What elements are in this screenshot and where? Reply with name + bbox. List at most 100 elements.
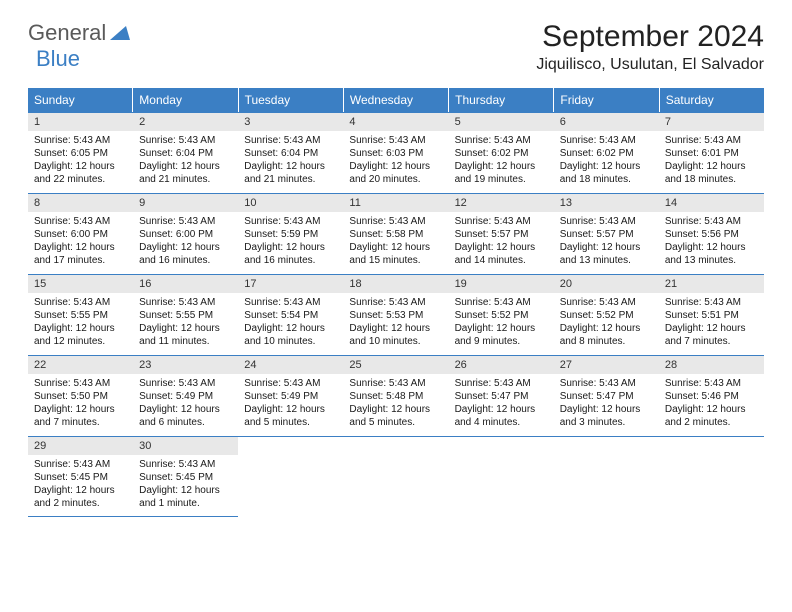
cell-body: Sunrise: 5:43 AMSunset: 5:56 PMDaylight:… (659, 212, 764, 273)
calendar-cell: 24Sunrise: 5:43 AMSunset: 5:49 PMDayligh… (238, 356, 343, 436)
daylight-text: Daylight: 12 hours (34, 160, 127, 173)
cell-body: Sunrise: 5:43 AMSunset: 6:02 PMDaylight:… (449, 131, 554, 192)
daylight-text: Daylight: 12 hours (349, 322, 442, 335)
daylight-text: Daylight: 12 hours (34, 403, 127, 416)
sunset-text: Sunset: 5:53 PM (349, 309, 442, 322)
sunset-text: Sunset: 5:47 PM (455, 390, 548, 403)
sunrise-text: Sunrise: 5:43 AM (244, 377, 337, 390)
daylight-text: and 16 minutes. (139, 254, 232, 267)
daylight-text: Daylight: 12 hours (34, 241, 127, 254)
calendar-cell: 8Sunrise: 5:43 AMSunset: 6:00 PMDaylight… (28, 194, 133, 274)
title-block: September 2024 Jiquilisco, Usulutan, El … (536, 20, 764, 74)
sunset-text: Sunset: 5:56 PM (665, 228, 758, 241)
calendar-cell: 21Sunrise: 5:43 AMSunset: 5:51 PMDayligh… (659, 275, 764, 355)
sunset-text: Sunset: 6:02 PM (560, 147, 653, 160)
sunset-text: Sunset: 5:57 PM (455, 228, 548, 241)
cell-body: Sunrise: 5:43 AMSunset: 5:59 PMDaylight:… (238, 212, 343, 273)
daylight-text: and 2 minutes. (34, 497, 127, 510)
day-number: 11 (343, 194, 448, 212)
sunrise-text: Sunrise: 5:43 AM (34, 377, 127, 390)
daylight-text: and 17 minutes. (34, 254, 127, 267)
calendar-cell: 16Sunrise: 5:43 AMSunset: 5:55 PMDayligh… (133, 275, 238, 355)
sunrise-text: Sunrise: 5:43 AM (139, 134, 232, 147)
cell-body: Sunrise: 5:43 AMSunset: 5:55 PMDaylight:… (28, 293, 133, 354)
sunrise-text: Sunrise: 5:43 AM (244, 296, 337, 309)
sunset-text: Sunset: 5:45 PM (34, 471, 127, 484)
sunset-text: Sunset: 5:47 PM (560, 390, 653, 403)
daylight-text: Daylight: 12 hours (244, 160, 337, 173)
day-number: 30 (133, 437, 238, 455)
daylight-text: Daylight: 12 hours (455, 241, 548, 254)
sunset-text: Sunset: 6:02 PM (455, 147, 548, 160)
day-number: 5 (449, 113, 554, 131)
daylight-text: and 5 minutes. (244, 416, 337, 429)
day-header-row: Sunday Monday Tuesday Wednesday Thursday… (28, 88, 764, 112)
calendar-cell: 22Sunrise: 5:43 AMSunset: 5:50 PMDayligh… (28, 356, 133, 436)
daylight-text: and 20 minutes. (349, 173, 442, 186)
sunrise-text: Sunrise: 5:43 AM (34, 458, 127, 471)
cell-body: Sunrise: 5:43 AMSunset: 6:00 PMDaylight:… (28, 212, 133, 273)
week-row: 22Sunrise: 5:43 AMSunset: 5:50 PMDayligh… (28, 355, 764, 436)
sunrise-text: Sunrise: 5:43 AM (455, 134, 548, 147)
logo-triangle-icon (110, 20, 130, 46)
cell-body: Sunrise: 5:43 AMSunset: 5:52 PMDaylight:… (554, 293, 659, 354)
calendar-cell: 12Sunrise: 5:43 AMSunset: 5:57 PMDayligh… (449, 194, 554, 274)
calendar-cell: 9Sunrise: 5:43 AMSunset: 6:00 PMDaylight… (133, 194, 238, 274)
calendar-cell: 2Sunrise: 5:43 AMSunset: 6:04 PMDaylight… (133, 113, 238, 193)
daylight-text: Daylight: 12 hours (455, 160, 548, 173)
sunset-text: Sunset: 5:52 PM (455, 309, 548, 322)
week-row: 8Sunrise: 5:43 AMSunset: 6:00 PMDaylight… (28, 193, 764, 274)
daylight-text: Daylight: 12 hours (139, 241, 232, 254)
daylight-text: and 7 minutes. (665, 335, 758, 348)
sunset-text: Sunset: 5:55 PM (139, 309, 232, 322)
sunrise-text: Sunrise: 5:43 AM (349, 215, 442, 228)
calendar-cell: 27Sunrise: 5:43 AMSunset: 5:47 PMDayligh… (554, 356, 659, 436)
sunrise-text: Sunrise: 5:43 AM (244, 134, 337, 147)
daylight-text: Daylight: 12 hours (139, 484, 232, 497)
cell-body: Sunrise: 5:43 AMSunset: 5:55 PMDaylight:… (133, 293, 238, 354)
daylight-text: and 15 minutes. (349, 254, 442, 267)
calendar-cell (659, 437, 764, 517)
day-number: 21 (659, 275, 764, 293)
daylight-text: and 14 minutes. (455, 254, 548, 267)
daylight-text: Daylight: 12 hours (455, 322, 548, 335)
dayhead-mon: Monday (133, 88, 238, 112)
daylight-text: and 18 minutes. (665, 173, 758, 186)
day-number: 16 (133, 275, 238, 293)
sunset-text: Sunset: 5:49 PM (139, 390, 232, 403)
day-number: 13 (554, 194, 659, 212)
daylight-text: and 22 minutes. (34, 173, 127, 186)
week-row: 1Sunrise: 5:43 AMSunset: 6:05 PMDaylight… (28, 112, 764, 193)
calendar-cell: 13Sunrise: 5:43 AMSunset: 5:57 PMDayligh… (554, 194, 659, 274)
week-row: 29Sunrise: 5:43 AMSunset: 5:45 PMDayligh… (28, 436, 764, 517)
sunset-text: Sunset: 5:59 PM (244, 228, 337, 241)
calendar-cell: 20Sunrise: 5:43 AMSunset: 5:52 PMDayligh… (554, 275, 659, 355)
day-number: 9 (133, 194, 238, 212)
day-number: 20 (554, 275, 659, 293)
cell-body: Sunrise: 5:43 AMSunset: 6:04 PMDaylight:… (238, 131, 343, 192)
calendar-cell: 15Sunrise: 5:43 AMSunset: 5:55 PMDayligh… (28, 275, 133, 355)
daylight-text: Daylight: 12 hours (244, 322, 337, 335)
sunset-text: Sunset: 5:50 PM (34, 390, 127, 403)
calendar-cell: 5Sunrise: 5:43 AMSunset: 6:02 PMDaylight… (449, 113, 554, 193)
daylight-text: Daylight: 12 hours (349, 403, 442, 416)
calendar-cell (343, 437, 448, 517)
day-number: 27 (554, 356, 659, 374)
sunrise-text: Sunrise: 5:43 AM (349, 377, 442, 390)
dayhead-sun: Sunday (28, 88, 133, 112)
logo: General (28, 20, 130, 46)
daylight-text: and 2 minutes. (665, 416, 758, 429)
cell-body: Sunrise: 5:43 AMSunset: 6:05 PMDaylight:… (28, 131, 133, 192)
sunrise-text: Sunrise: 5:43 AM (244, 215, 337, 228)
cell-body: Sunrise: 5:43 AMSunset: 5:50 PMDaylight:… (28, 374, 133, 435)
sunset-text: Sunset: 5:45 PM (139, 471, 232, 484)
calendar-cell: 26Sunrise: 5:43 AMSunset: 5:47 PMDayligh… (449, 356, 554, 436)
calendar-cell: 3Sunrise: 5:43 AMSunset: 6:04 PMDaylight… (238, 113, 343, 193)
cell-body: Sunrise: 5:43 AMSunset: 6:01 PMDaylight:… (659, 131, 764, 192)
sunrise-text: Sunrise: 5:43 AM (560, 296, 653, 309)
day-number: 6 (554, 113, 659, 131)
daylight-text: and 7 minutes. (34, 416, 127, 429)
calendar-grid: Sunday Monday Tuesday Wednesday Thursday… (28, 88, 764, 517)
sunrise-text: Sunrise: 5:43 AM (139, 377, 232, 390)
location-text: Jiquilisco, Usulutan, El Salvador (536, 56, 764, 74)
